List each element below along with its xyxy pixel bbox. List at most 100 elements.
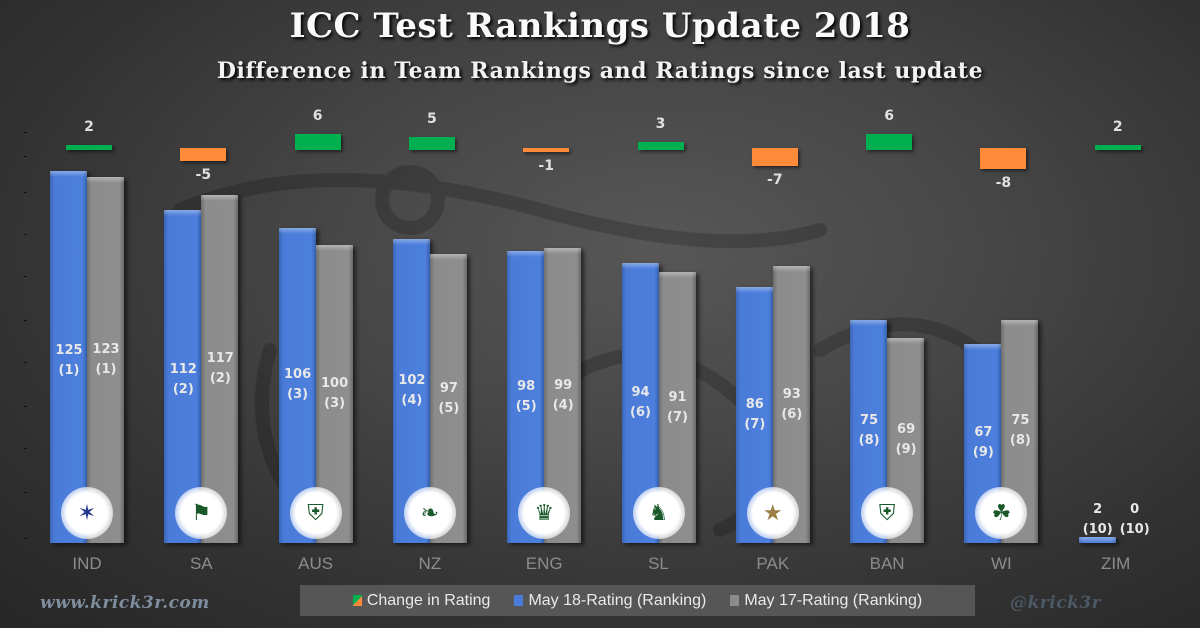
legend-item-may18[interactable]: May 18-Rating (Ranking): [514, 592, 706, 610]
label-may17-ban: 69 (9): [884, 420, 928, 460]
label-may18-nz-rank: (4): [401, 393, 423, 409]
label-may18-zim: 2 (10): [1076, 500, 1120, 540]
y-tick: [24, 192, 27, 193]
label-may18-zim-value: 2: [1093, 502, 1103, 517]
change-bar-aus[interactable]: [294, 134, 341, 150]
label-may17-ind-value: 123: [92, 341, 120, 357]
may18-swatch-icon: [514, 595, 524, 606]
label-may18-sl-value: 94: [631, 385, 650, 401]
y-tick: [24, 492, 27, 493]
chart-title: ICC Test Rankings Update 2018: [289, 6, 911, 46]
category-label-pak: PAK: [756, 554, 790, 573]
change-bar-nz[interactable]: [408, 137, 455, 150]
change-bar-wi[interactable]: [980, 148, 1027, 169]
legend-label-change: Change in Rating: [366, 591, 491, 609]
change-label-pak: -7: [767, 172, 783, 189]
sri-lanka-cricket-logo-icon: ♞: [632, 487, 685, 539]
label-may17-wi-rank: (8): [1009, 433, 1031, 449]
label-may17-sa: 117 (2): [198, 349, 242, 389]
label-may18-ban-value: 75: [860, 413, 879, 429]
change-bar-pak[interactable]: [751, 148, 798, 167]
label-may17-pak-value: 93: [782, 386, 801, 402]
label-may18-aus-value: 106: [284, 367, 312, 383]
label-may17-zim-value: 0: [1130, 502, 1140, 517]
y-tick: [24, 406, 27, 407]
label-may17-ind-rank: (1): [95, 361, 117, 377]
change-bar-sa[interactable]: [180, 148, 227, 161]
y-axis: [24, 120, 28, 545]
label-may18-ind-rank: (1): [58, 363, 80, 378]
label-may17-aus-value: 100: [321, 376, 349, 392]
y-tick: [24, 276, 27, 277]
legend-label-may18: May 18-Rating (Ranking): [528, 591, 707, 609]
label-may18-wi-rank: (9): [972, 445, 994, 461]
label-may18-sa-rank: (2): [172, 382, 194, 398]
category-label-wi: WI: [991, 554, 1012, 573]
bar-may18-ind[interactable]: [50, 171, 87, 543]
label-may17-eng: 99 (4): [541, 376, 585, 416]
label-may18-sa-value: 112: [169, 362, 197, 378]
change-bar-eng[interactable]: [523, 148, 570, 152]
ecb-logo-icon: ♛: [518, 487, 571, 539]
label-may17-nz-rank: (5): [438, 400, 460, 416]
label-may17-eng-rank: (4): [552, 397, 574, 413]
label-may17-ban-rank: (9): [895, 442, 917, 458]
label-may17-wi-value: 75: [1011, 413, 1030, 429]
label-may17-aus: 100 (3): [313, 374, 357, 414]
label-may18-eng-value: 98: [517, 379, 536, 395]
change-bar-ind[interactable]: [66, 144, 112, 150]
label-may18-eng-rank: (5): [515, 399, 537, 415]
label-may18-zim-rank: (10): [1082, 522, 1113, 537]
csa-logo-icon: ⚑: [175, 487, 228, 539]
label-may18-wi: 67 (9): [961, 423, 1005, 463]
pcb-logo-icon: ★: [746, 487, 799, 539]
change-bar-zim[interactable]: [1094, 144, 1141, 150]
label-may17-nz: 97 (5): [427, 379, 471, 419]
label-may17-ban-value: 69: [897, 422, 916, 438]
category-label-sl: SL: [648, 554, 669, 573]
y-tick: [24, 538, 27, 539]
bar-may17-ind[interactable]: [87, 176, 124, 543]
label-may17-eng-value: 99: [554, 377, 573, 393]
y-tick: [24, 320, 27, 321]
label-may17-ind: 123 (1): [84, 340, 128, 380]
change-label-sa: -5: [195, 167, 212, 183]
category-label-aus: AUS: [298, 554, 334, 573]
label-may17-sa-value: 117: [206, 350, 234, 366]
legend-item-change[interactable]: Change in Rating: [352, 591, 491, 610]
change-bar-ban[interactable]: [866, 134, 913, 150]
label-may17-pak-rank: (6): [781, 406, 803, 422]
handle-watermark: @krick3r: [1010, 593, 1102, 613]
label-may18-ind: 125 (1): [47, 341, 91, 381]
y-tick: [24, 156, 27, 157]
y-tick: [24, 362, 27, 363]
label-may18-wi-value: 67: [974, 425, 993, 441]
change-bar-sl[interactable]: [637, 142, 684, 150]
label-may18-sl: 94 (6): [619, 383, 663, 423]
label-may17-sl-value: 91: [668, 389, 687, 405]
label-may17-zim: 0 (10): [1113, 500, 1157, 540]
category-label-nz: NZ: [418, 554, 442, 573]
cricket-australia-logo-icon: ⛨: [289, 487, 342, 539]
change-label-zim: 2: [1112, 118, 1123, 135]
label-may18-pak: 86 (7): [733, 395, 777, 435]
label-may18-pak-rank: (7): [744, 417, 766, 433]
label-may17-pak: 93 (6): [770, 385, 814, 425]
y-tick: [24, 448, 27, 449]
bar-may18-zim[interactable]: [1078, 537, 1116, 543]
label-may17-wi: 75 (8): [998, 411, 1042, 451]
label-may17-sl-rank: (7): [667, 409, 688, 425]
bar-may17-sa[interactable]: [201, 194, 239, 543]
label-may18-ind-value: 125: [55, 343, 83, 358]
label-may17-aus-rank: (3): [324, 396, 346, 412]
y-tick: [24, 132, 27, 133]
category-label-zim: ZIM: [1101, 554, 1131, 573]
may17-swatch-icon: [730, 595, 740, 606]
change-label-eng: -1: [538, 158, 554, 174]
legend-item-may17[interactable]: May 17-Rating (Ranking): [730, 592, 922, 610]
change-label-wi: -8: [995, 174, 1012, 191]
y-tick: [24, 234, 27, 235]
category-label-sa: SA: [189, 554, 213, 573]
windies-logo-icon: ☘: [975, 487, 1028, 539]
